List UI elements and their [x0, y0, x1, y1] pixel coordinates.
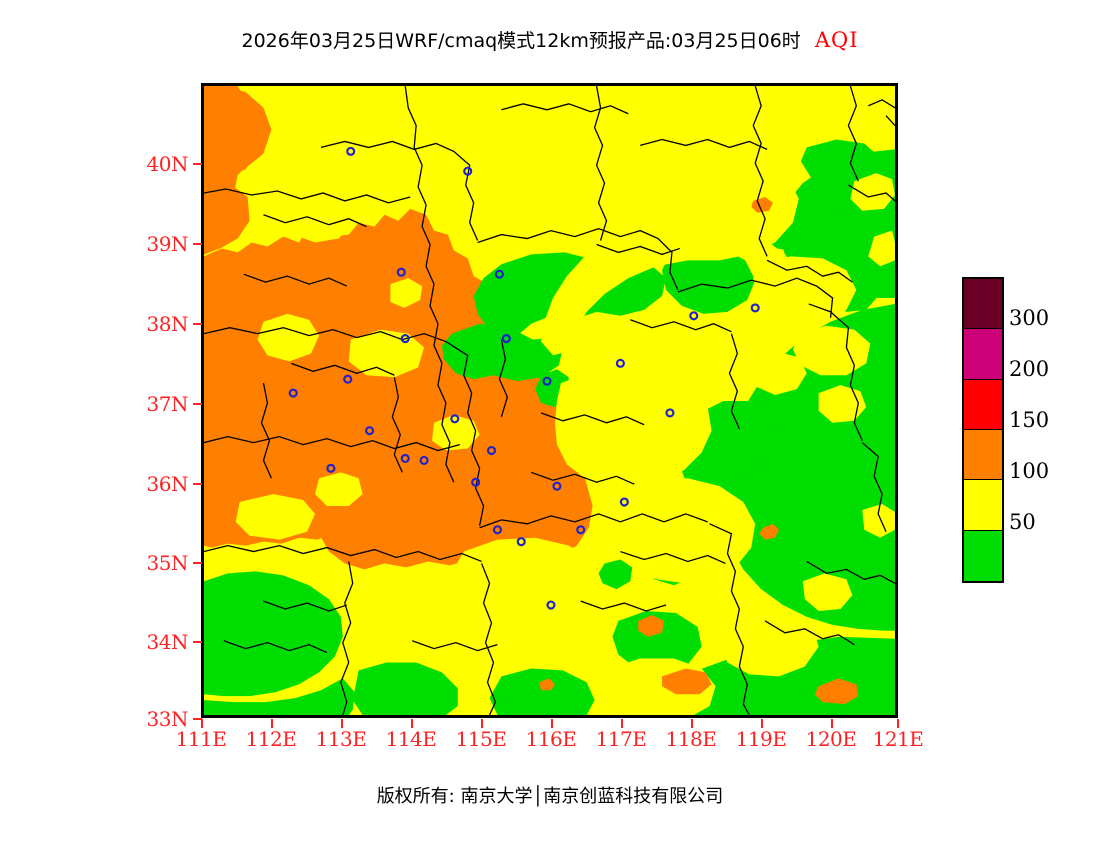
- x-label-117e: 117E: [595, 727, 647, 751]
- colorbar-label-200: 200: [1009, 357, 1050, 381]
- chart-variable-label: AQI: [814, 28, 859, 52]
- y-label-37n: 37N: [146, 392, 189, 416]
- x-label-114e: 114E: [385, 727, 437, 751]
- chart-title-text: 2026年03月25日WRF/cmaq模式12km预报产品:03月25日06时: [241, 30, 801, 52]
- x-label-120e: 120E: [805, 727, 857, 751]
- colorbar-label-100: 100: [1009, 459, 1050, 483]
- colorbar-band-severe: [964, 279, 1002, 330]
- colorbar-label-150: 150: [1009, 408, 1050, 432]
- chart-title: 2026年03月25日WRF/cmaq模式12km预报产品:03月25日06时 A…: [0, 26, 1100, 53]
- y-label-38n: 38N: [146, 312, 189, 336]
- x-label-116e: 116E: [525, 727, 577, 751]
- copyright-footer: 版权所有: 南京大学│南京创蓝科技有限公司: [376, 786, 724, 807]
- colorbar-band-good: [964, 530, 1002, 581]
- colorbar-band-unhealthy: [964, 379, 1002, 430]
- x-label-113e: 113E: [315, 727, 367, 751]
- colorbar-label-50: 50: [1009, 510, 1036, 534]
- aqi-field: [204, 86, 895, 715]
- y-label-40n: 40N: [146, 152, 189, 176]
- x-label-112e: 112E: [245, 727, 297, 751]
- map-svg: [204, 86, 895, 715]
- y-label-34n: 34N: [146, 630, 189, 654]
- aqi-contour-map: [201, 83, 898, 718]
- colorbar-band-very-unhealthy: [964, 329, 1002, 380]
- y-label-33n: 33N: [146, 707, 189, 731]
- station-markers: [288, 146, 760, 610]
- colorbar-label-300: 300: [1009, 306, 1050, 330]
- colorbar-band-unhealthy-sensitive: [964, 429, 1002, 481]
- x-label-115e: 115E: [455, 727, 507, 751]
- x-label-111e: 111E: [175, 727, 227, 751]
- y-label-39n: 39N: [146, 232, 189, 256]
- x-label-121e: 121E: [872, 727, 924, 751]
- aqi-colorbar: [962, 277, 1004, 583]
- x-label-119e: 119E: [735, 727, 787, 751]
- x-label-118e: 118E: [665, 727, 717, 751]
- y-label-36n: 36N: [146, 472, 189, 496]
- province-borders: [204, 86, 895, 715]
- colorbar-band-moderate: [964, 480, 1002, 531]
- y-label-35n: 35N: [146, 551, 189, 575]
